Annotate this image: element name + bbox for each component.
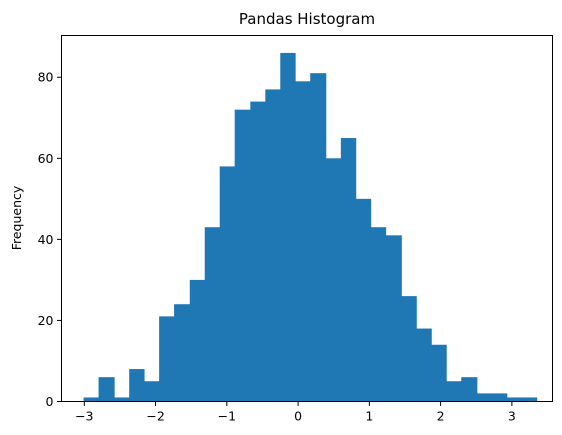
histogram-bar	[189, 279, 206, 402]
x-tick-label: −3	[75, 409, 93, 424]
histogram-bar	[219, 166, 236, 402]
histogram-bar	[144, 381, 160, 402]
histogram-bar	[521, 397, 538, 402]
histogram-bar	[401, 296, 417, 402]
histogram-bar	[461, 377, 478, 402]
histogram-bar	[446, 381, 462, 402]
x-axis-ticks: −3 −2 −1 0 1 2 3	[75, 401, 516, 424]
histogram-bar	[265, 89, 281, 402]
histogram-bar	[114, 397, 130, 402]
histogram-bar	[204, 227, 221, 402]
histogram-bar	[98, 377, 115, 402]
histogram-bar	[174, 304, 191, 402]
y-tick-label: 40	[38, 232, 54, 247]
histogram-bar	[340, 138, 357, 402]
histogram-bar	[280, 52, 296, 402]
histogram-bar	[476, 393, 493, 402]
histogram-bar	[416, 328, 432, 402]
histogram-bar	[159, 316, 175, 402]
histogram-bar	[506, 397, 523, 402]
histogram-bar	[370, 227, 387, 402]
histogram-bar	[129, 369, 145, 402]
y-tick-label: 60	[38, 151, 54, 166]
x-tick-label: 0	[294, 409, 302, 424]
histogram-bar	[295, 81, 311, 402]
histogram-bar	[234, 109, 251, 402]
x-tick-label: 3	[508, 409, 516, 424]
x-tick-label: 1	[365, 409, 373, 424]
histogram-bar	[385, 235, 402, 402]
y-axis-label: Frequency	[9, 185, 24, 250]
histogram-bar	[310, 73, 327, 402]
x-tick-label: 2	[437, 409, 445, 424]
histogram-bar	[355, 198, 372, 402]
x-tick-label: −2	[146, 409, 164, 424]
histogram-bar	[491, 393, 508, 402]
histogram-bar	[83, 397, 99, 402]
histogram-bar	[325, 158, 342, 402]
y-tick-label: 0	[46, 394, 54, 409]
histogram-bars	[83, 52, 538, 402]
y-tick-label: 20	[38, 313, 54, 328]
plot-frame	[61, 35, 553, 402]
y-axis-ticks: 0 20 40 60 80	[38, 70, 62, 409]
histogram-bar	[250, 101, 266, 402]
histogram-bar	[431, 344, 447, 402]
chart-title: Pandas Histogram	[239, 10, 375, 28]
x-tick-label: −1	[218, 409, 236, 424]
y-tick-label: 80	[38, 70, 54, 85]
